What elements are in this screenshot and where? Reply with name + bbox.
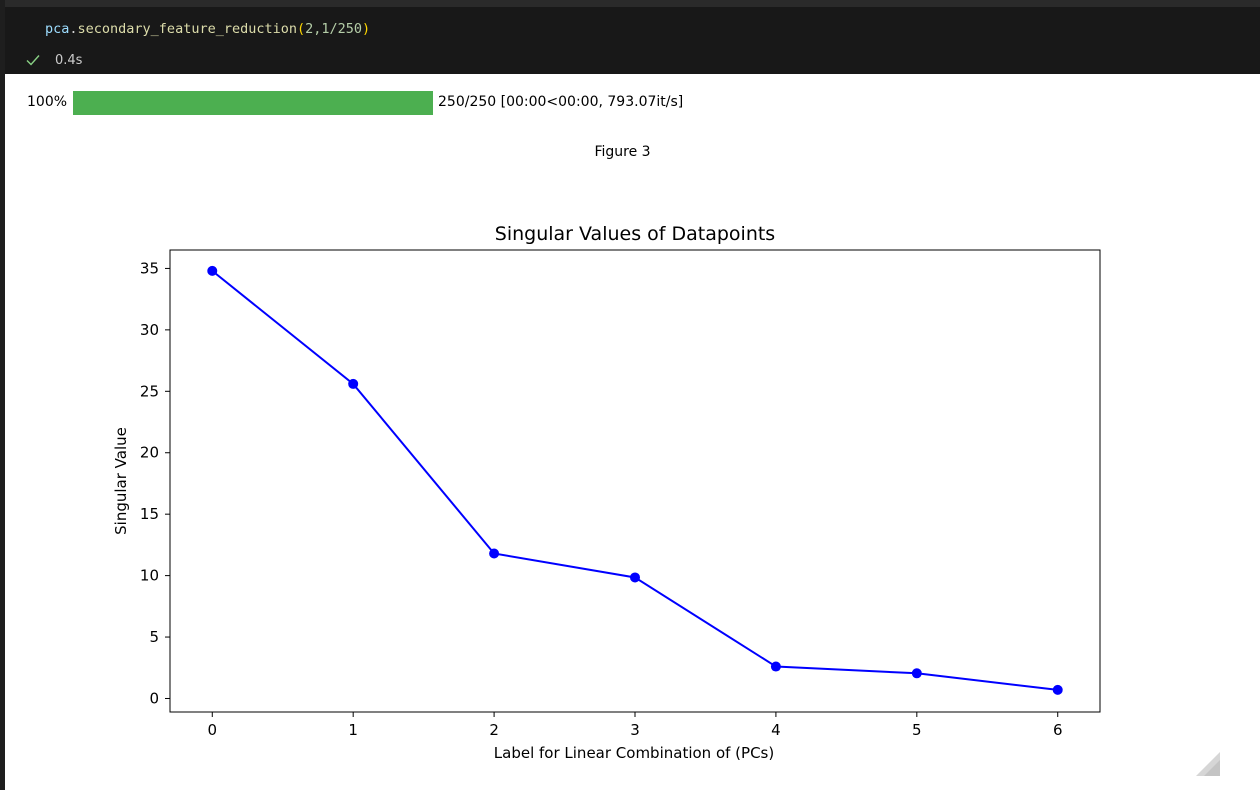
code-method: secondary_feature_reduction [77,21,297,37]
x-tick-label: 3 [630,721,640,739]
data-point [348,378,359,389]
y-tick-label: 0 [149,689,159,707]
code-paren-open: ( [296,21,306,37]
plot-frame [169,249,1101,713]
data-point [911,668,922,679]
data-point [489,548,500,559]
figure-label: Figure 3 [594,144,651,160]
y-tick-label: 30 [140,321,159,339]
data-point [630,572,640,583]
x-tick-label: 4 [771,721,781,739]
code-object: pca [45,21,70,37]
x-tick-label: 5 [912,721,922,739]
data-point [770,661,781,672]
x-tick-label: 2 [489,721,499,739]
code-args: 2,1/250 [305,21,363,37]
y-axis-label: Singular Value [112,427,130,535]
progress-bar-fill [73,91,433,115]
code-line[interactable]: pca.secondary_feature_reduction(2,1/250) [45,21,370,37]
execution-time: 0.4s [55,52,83,68]
progress-bar [73,91,433,115]
check-icon [26,55,40,66]
y-tick-label: 20 [140,444,159,462]
y-tick-label: 15 [140,505,159,523]
y-tick-label: 35 [140,259,159,277]
window-left-edge [0,0,5,790]
window-top-edge [0,0,1260,7]
x-tick-label: 1 [348,721,358,739]
resize-handle-icon[interactable] [1196,752,1220,776]
y-tick-label: 5 [149,628,159,646]
progress-output: 100% 250/250 [00:00<00:00, 793.07it/s] [0,90,1260,116]
chart-title: Singular Values of Datapoints [495,223,775,245]
y-tick-label: 25 [140,382,159,400]
code-dot: . [69,21,78,37]
series-line [211,270,1058,691]
x-tick-label: 6 [1053,721,1063,739]
code-paren-close: ) [362,21,371,37]
progress-percent: 100% [27,94,68,110]
data-point [1052,684,1063,695]
x-tick-label: 0 [207,721,217,739]
progress-text: 250/250 [00:00<00:00, 793.07it/s] [438,94,684,110]
data-point [207,265,218,276]
x-axis-label: Label for Linear Combination of (PCs) [494,744,774,762]
y-tick-label: 10 [140,567,159,585]
cell-status: 0.4s [25,51,82,69]
code-cell[interactable]: pca.secondary_feature_reduction(2,1/250)… [5,7,1260,74]
